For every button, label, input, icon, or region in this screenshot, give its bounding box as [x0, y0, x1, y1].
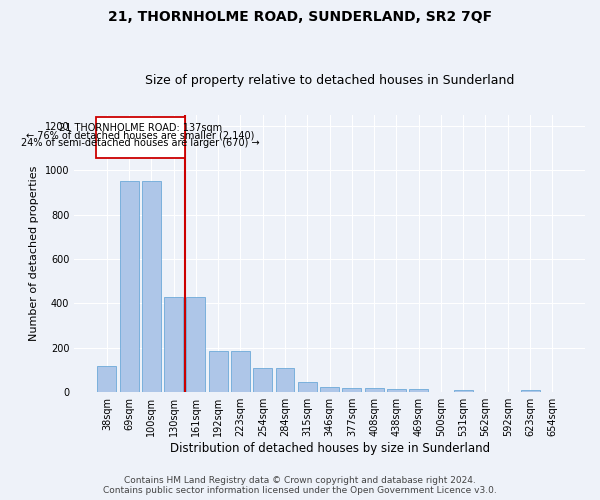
Bar: [454, 390, 473, 392]
Bar: [320, 386, 339, 392]
Bar: [187, 296, 205, 392]
Bar: [97, 366, 116, 392]
Text: Contains HM Land Registry data © Crown copyright and database right 2024.
Contai: Contains HM Land Registry data © Crown c…: [103, 476, 497, 495]
Bar: [253, 368, 272, 392]
Bar: [521, 390, 539, 392]
Y-axis label: Number of detached properties: Number of detached properties: [29, 166, 39, 341]
X-axis label: Distribution of detached houses by size in Sunderland: Distribution of detached houses by size …: [170, 442, 490, 455]
Bar: [365, 388, 383, 392]
Bar: [231, 351, 250, 392]
Bar: [142, 181, 161, 392]
Bar: [95, 117, 185, 158]
Bar: [387, 389, 406, 392]
Text: 21, THORNHOLME ROAD, SUNDERLAND, SR2 7QF: 21, THORNHOLME ROAD, SUNDERLAND, SR2 7QF: [108, 10, 492, 24]
Bar: [164, 296, 183, 392]
Bar: [119, 181, 139, 392]
Bar: [209, 351, 227, 392]
Bar: [409, 389, 428, 392]
Text: 21 THORNHOLME ROAD: 137sqm: 21 THORNHOLME ROAD: 137sqm: [59, 123, 222, 133]
Bar: [275, 368, 295, 392]
Title: Size of property relative to detached houses in Sunderland: Size of property relative to detached ho…: [145, 74, 514, 87]
Bar: [298, 382, 317, 392]
Text: ← 76% of detached houses are smaller (2,140): ← 76% of detached houses are smaller (2,…: [26, 130, 254, 140]
Text: 24% of semi-detached houses are larger (670) →: 24% of semi-detached houses are larger (…: [21, 138, 260, 148]
Bar: [343, 388, 361, 392]
